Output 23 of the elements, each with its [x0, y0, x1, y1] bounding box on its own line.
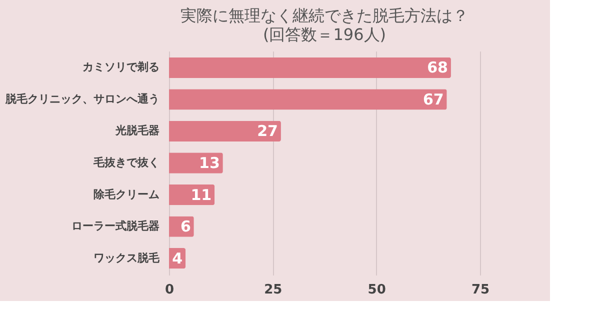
- data-label: 6: [180, 218, 191, 236]
- data-label: 67: [422, 90, 444, 108]
- y-tick-label: 脱毛クリニック、サロンへ通う: [4, 92, 160, 106]
- x-tick-label: 75: [471, 282, 490, 298]
- chart-subtitle: (回答数＝196人): [262, 25, 386, 44]
- x-tick-label: 0: [164, 282, 174, 298]
- data-label: 11: [190, 186, 212, 204]
- y-tick-label: ワックス脱毛: [94, 251, 160, 264]
- data-label: 13: [199, 154, 220, 172]
- chart-title: 実際に無理なく継続できた脱毛方法は？: [180, 6, 468, 25]
- x-tick-label: 50: [368, 282, 386, 298]
- y-tick-label: 毛抜きで抜く: [92, 156, 160, 169]
- x-tick-label: 25: [264, 282, 282, 298]
- y-tick-label: カミソリで剃る: [82, 60, 160, 74]
- data-label: 4: [172, 249, 183, 268]
- data-label: 27: [257, 122, 278, 140]
- y-tick-label: 光脱毛器: [114, 124, 160, 138]
- bar: [169, 57, 451, 78]
- bar: [169, 89, 447, 110]
- y-tick-label: 除毛クリーム: [94, 188, 160, 201]
- y-tick-label: ローラー式脱毛器: [72, 220, 160, 233]
- bar: [169, 120, 281, 142]
- data-label: 68: [427, 58, 448, 77]
